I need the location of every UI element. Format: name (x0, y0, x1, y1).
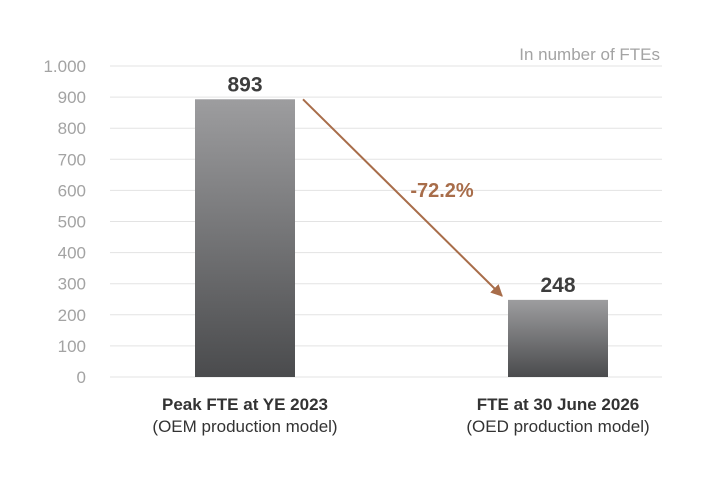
category-label-2-line2: (OED production model) (466, 417, 649, 436)
change-label: -72.2% (410, 180, 474, 202)
y-tick-label: 600 (58, 181, 86, 200)
change-arrow (302, 98, 503, 297)
y-tick-label: 400 (58, 244, 86, 263)
y-tick-label: 500 (58, 213, 86, 232)
y-tick-label: 200 (58, 306, 86, 325)
bar-1 (195, 99, 295, 377)
category-label-1-line1: Peak FTE at YE 2023 (162, 395, 328, 414)
category-labels: Peak FTE at YE 2023 (OEM production model… (152, 395, 649, 436)
y-tick-label: 100 (58, 337, 86, 356)
category-label-2-line1: FTE at 30 June 2026 (477, 395, 640, 414)
category-label-1-line2: (OEM production model) (152, 417, 337, 436)
y-tick-label: 700 (58, 150, 86, 169)
value-label-2: 248 (540, 274, 575, 297)
bars (195, 99, 608, 377)
y-tick-label: 300 (58, 275, 86, 294)
y-tick-label: 0 (77, 368, 86, 387)
bar-2 (508, 299, 608, 377)
y-axis-tick-labels: 0 100 200 300 400 500 600 700 800 900 1.000 (43, 57, 86, 387)
value-labels: 893 248 (227, 73, 575, 297)
value-label-1: 893 (227, 73, 262, 96)
y-tick-label: 1.000 (43, 57, 86, 76)
y-tick-label: 800 (58, 119, 86, 138)
y-tick-label: 900 (58, 88, 86, 107)
unit-note: In number of FTEs (519, 45, 660, 64)
